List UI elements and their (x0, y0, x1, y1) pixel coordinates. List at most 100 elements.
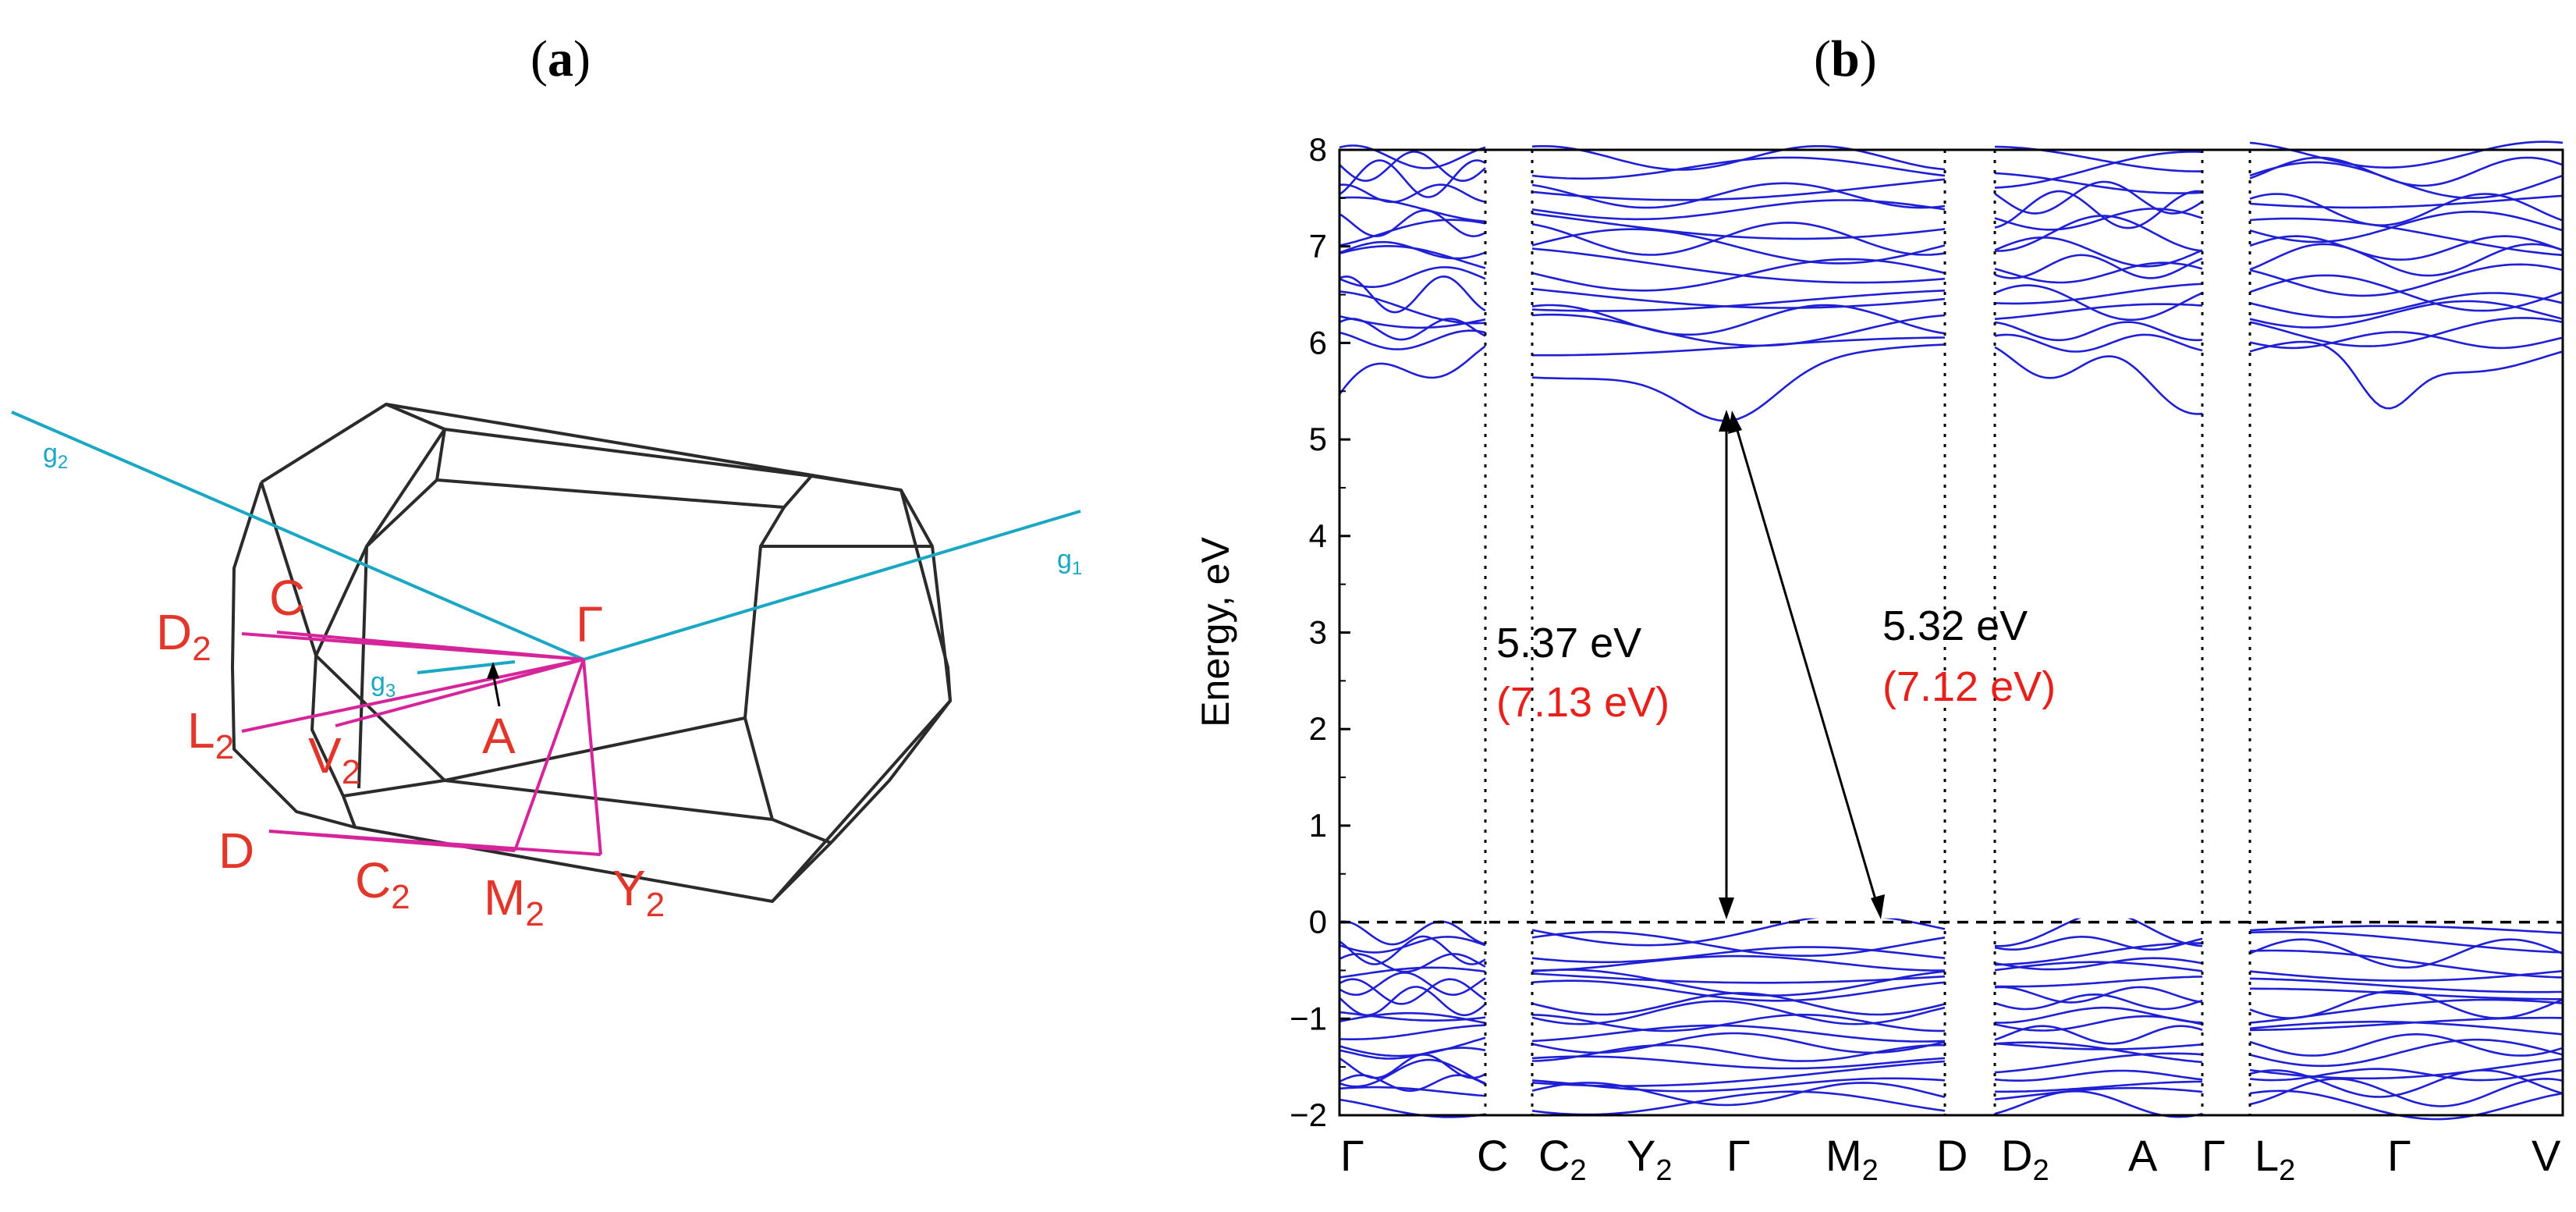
valence-band (1339, 1047, 1486, 1060)
bz-right-face-outer (771, 489, 952, 903)
y-tick-label: 7 (1309, 228, 1327, 265)
conduction-band (1994, 303, 2203, 320)
bz-middle-top (435, 428, 813, 509)
k-label: Y2 (1627, 1131, 1673, 1187)
bz-bottom-edge (342, 716, 746, 798)
conduction-band (1531, 343, 1946, 422)
conduction-band (1339, 144, 1486, 169)
conduction-band (1339, 196, 1486, 222)
arrow-to-A-head (487, 662, 499, 679)
k-label: A (2128, 1131, 2158, 1180)
valence-band (2249, 1089, 2564, 1121)
valence-band (1994, 957, 2203, 971)
indirect-gap-hse: (7.12 eV) (1882, 663, 2056, 710)
valence-band (2249, 949, 2564, 979)
valence-band (1994, 961, 2203, 972)
kpath-Gamma-Y2 (582, 659, 602, 855)
conduction-band (2249, 211, 2564, 243)
panel-b-label: (b) (1814, 30, 1877, 87)
valence-band (1531, 1024, 1946, 1043)
conduction-band (1994, 172, 2203, 194)
conduction-band (1531, 228, 1946, 265)
valence-band (1532, 954, 1945, 972)
indirect-gap-arrow (1733, 419, 1880, 911)
kpath-D-M2 (268, 830, 516, 852)
conduction-band (1339, 266, 1486, 288)
conduction-band (2249, 243, 2564, 277)
valence-band (2249, 1057, 2564, 1080)
y-tick-label: −1 (1290, 1000, 1327, 1036)
valence-band (1531, 1055, 1946, 1070)
kpath-L2-Gamma (241, 658, 584, 733)
conduction-band (1532, 336, 1946, 357)
conduction-band (2249, 340, 2564, 410)
bz-top-ridge (385, 403, 902, 492)
k-point-dividers (1484, 150, 2251, 1115)
valence-band (1994, 1015, 2203, 1032)
valence-band (1994, 1052, 2203, 1074)
bz-label-D: D (218, 823, 254, 879)
conduction-band (1531, 145, 1946, 171)
conduction-band (1994, 180, 2203, 215)
conduction-band (1531, 221, 1946, 256)
conduction-band (2249, 156, 2564, 187)
conduction-band (1531, 182, 1946, 209)
conduction-band (1339, 329, 1486, 350)
valence-band (1531, 946, 1946, 964)
conduction-band (2249, 217, 2564, 257)
y-axis-ticks: −2 −1 0 1 2 3 4 5 6 7 8 (1290, 131, 1350, 1133)
indirect-gap-arrow-top (1728, 411, 1742, 434)
valence-band (1994, 976, 2203, 988)
conduction-band (1339, 219, 1486, 247)
bz-label-L2: L2 (187, 702, 234, 766)
valence-band (1339, 935, 1486, 965)
bz-label-D2: D2 (156, 604, 211, 668)
bz-label-C2: C2 (355, 852, 410, 916)
valence-band (1531, 1082, 1946, 1107)
valence-band (1994, 1041, 2203, 1064)
g2-axis-line (11, 411, 584, 661)
conduction-band (1339, 151, 1486, 183)
conduction-band (2249, 263, 2564, 297)
bz-label-g3: g3 (371, 667, 396, 702)
g3-axis-line (417, 660, 516, 674)
valence-band (2249, 1033, 2564, 1057)
direct-gap-arrow-bottom (1719, 897, 1734, 919)
valence-band (1339, 936, 1486, 954)
valence-band (1531, 972, 1946, 984)
valence-band (1339, 978, 1486, 1005)
valence-band (1339, 966, 1486, 979)
conduction-band (1994, 151, 2203, 189)
bz-right-face (743, 506, 832, 844)
conduction-band (1339, 315, 1486, 329)
valence-band (2249, 1069, 2564, 1098)
valence-band (1531, 1000, 1946, 1025)
conduction-band (1339, 183, 1486, 204)
conduction-band (1531, 212, 1946, 240)
valence-band (1531, 914, 1946, 947)
conduction-band (2249, 193, 2564, 227)
valence-band (1531, 979, 1946, 1002)
k-label: D2 (2001, 1131, 2049, 1187)
kpath-C-Gamma (276, 631, 584, 661)
conduction-band (1338, 345, 1486, 396)
conduction-band (1994, 190, 2203, 229)
valence-band (1339, 1011, 1486, 1025)
y-tick-label: 3 (1309, 614, 1327, 651)
conduction-band (2249, 194, 2564, 209)
y-tick-label: 1 (1309, 807, 1327, 844)
conduction-band (1994, 236, 2203, 268)
valence-band (1339, 920, 1486, 946)
indirect-gap-value: 5.32 eV (1882, 602, 2028, 649)
conduction-band (1339, 290, 1486, 325)
conduction-band (1531, 313, 1946, 347)
bz-outer-edge (231, 403, 952, 903)
valence-band (2250, 987, 2563, 1001)
conduction-band (2249, 300, 2564, 329)
k-label: V (2532, 1131, 2561, 1180)
direct-gap-value: 5.37 eV (1496, 620, 1641, 666)
conduction-band (1994, 283, 2203, 305)
y-tick-label: 4 (1309, 517, 1327, 554)
valence-band (1531, 992, 1946, 1016)
